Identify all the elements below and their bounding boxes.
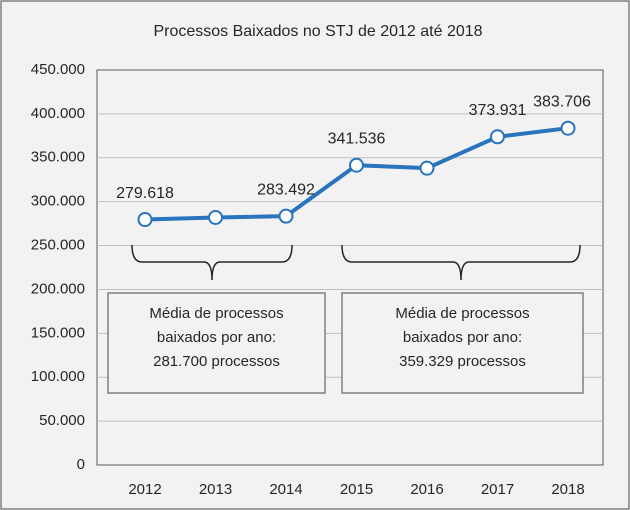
annotation-text: Média de processos [395, 305, 529, 322]
y-tick-label: 300.000 [31, 193, 85, 210]
annotation-text: 359.329 processos [399, 353, 526, 370]
x-tick-label: 2015 [340, 481, 373, 498]
data-label: 341.536 [328, 130, 386, 147]
data-label: 279.618 [116, 185, 174, 202]
data-point [349, 157, 364, 173]
x-tick-label: 2012 [128, 481, 161, 498]
x-tick-label: 2017 [481, 481, 514, 498]
chart-title: Processos Baixados no STJ de 2012 até 20… [153, 23, 482, 40]
y-tick-label: 0 [77, 456, 85, 473]
plot-area [96, 69, 604, 466]
annotation-text: 281.700 processos [153, 353, 280, 370]
brace [341, 244, 581, 281]
data-point [137, 212, 153, 228]
y-tick-label: 250.000 [31, 237, 85, 254]
y-tick-label: 100.000 [31, 368, 85, 385]
data-point [208, 209, 223, 225]
annotation-text: baixados por ano: [157, 329, 276, 346]
y-tick-label: 50.000 [39, 412, 85, 429]
annotation-text: Média de processos [149, 305, 283, 322]
y-tick-label: 200.000 [31, 280, 85, 297]
data-point [419, 160, 435, 176]
y-tick-label: 450.000 [31, 61, 85, 78]
annotation-box [107, 292, 326, 394]
x-tick-label: 2018 [551, 481, 584, 498]
y-tick-label: 350.000 [31, 149, 85, 166]
x-tick-label: 2013 [199, 481, 232, 498]
x-tick-label: 2014 [269, 481, 302, 498]
x-tick-label: 2016 [410, 481, 443, 498]
data-label: 383.706 [533, 93, 591, 110]
annotation-box [341, 292, 584, 394]
data-point [278, 208, 294, 224]
data-label: 373.931 [469, 102, 527, 119]
data-label: 283.492 [257, 181, 315, 198]
data-point [490, 129, 505, 145]
y-tick-label: 150.000 [31, 324, 85, 341]
data-point [560, 120, 576, 136]
y-tick-label: 400.000 [31, 105, 85, 122]
brace [131, 244, 293, 281]
annotation-text: baixados por ano: [403, 329, 522, 346]
